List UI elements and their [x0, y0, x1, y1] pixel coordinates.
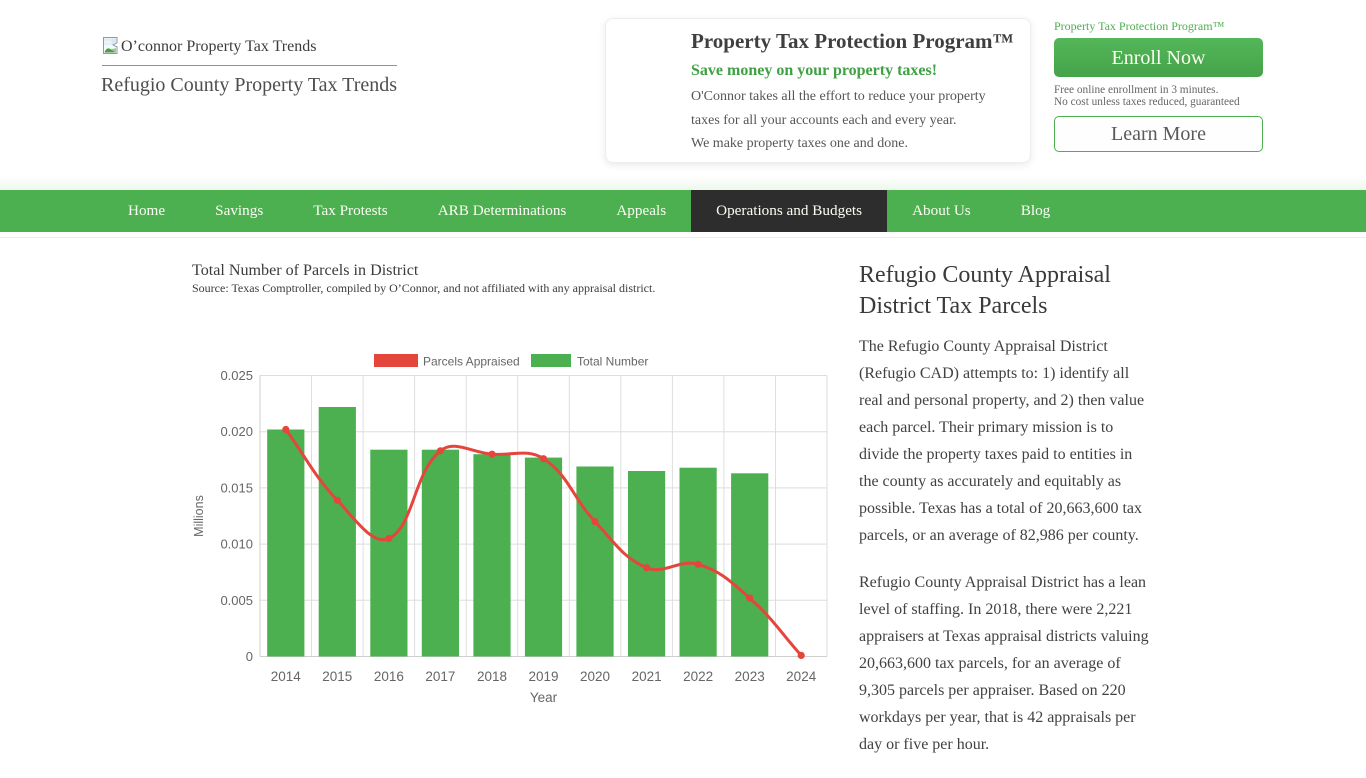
- svg-text:2017: 2017: [425, 669, 455, 684]
- svg-text:2014: 2014: [271, 669, 302, 684]
- svg-text:2021: 2021: [632, 669, 662, 684]
- svg-text:0.010: 0.010: [220, 537, 253, 552]
- svg-text:2020: 2020: [580, 669, 610, 684]
- svg-text:2022: 2022: [683, 669, 713, 684]
- svg-text:0.015: 0.015: [220, 480, 253, 495]
- svg-text:2024: 2024: [786, 669, 817, 684]
- svg-text:2019: 2019: [528, 669, 558, 684]
- svg-text:0.005: 0.005: [220, 593, 253, 608]
- svg-text:Parcels Appraised: Parcels Appraised: [423, 355, 520, 369]
- svg-text:Year: Year: [530, 690, 558, 705]
- svg-text:0.020: 0.020: [220, 424, 253, 439]
- svg-text:Total Number: Total Number: [577, 355, 648, 369]
- svg-text:0: 0: [246, 649, 253, 664]
- svg-text:2015: 2015: [322, 669, 352, 684]
- svg-text:2023: 2023: [735, 669, 765, 684]
- svg-text:2016: 2016: [374, 669, 404, 684]
- svg-text:0.025: 0.025: [220, 368, 253, 383]
- svg-text:Millions: Millions: [192, 495, 206, 537]
- svg-text:2018: 2018: [477, 669, 507, 684]
